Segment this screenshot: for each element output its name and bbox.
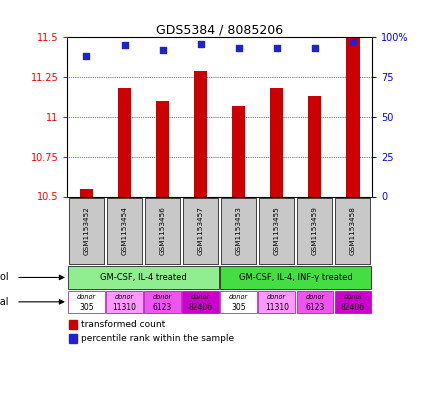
Text: donor: donor	[229, 294, 248, 300]
Bar	[345, 37, 359, 197]
Bar	[220, 266, 370, 289]
Text: GSM1153455: GSM1153455	[273, 206, 279, 255]
Text: GSM1153459: GSM1153459	[311, 206, 317, 255]
Point	[311, 45, 318, 51]
Bar	[259, 198, 294, 264]
Text: donor: donor	[77, 294, 96, 300]
Bar	[69, 334, 77, 343]
Point	[235, 45, 242, 51]
Bar	[258, 290, 294, 313]
Bar	[155, 101, 169, 196]
Bar	[69, 320, 77, 329]
Bar	[334, 290, 370, 313]
Text: GSM1153454: GSM1153454	[121, 206, 127, 255]
Bar	[335, 198, 370, 264]
Bar	[182, 290, 218, 313]
Bar	[118, 88, 131, 196]
Point	[121, 42, 128, 48]
Text: protocol: protocol	[0, 272, 8, 283]
Text: 82406: 82406	[340, 303, 364, 312]
Bar	[270, 88, 283, 196]
Point	[273, 45, 279, 51]
Bar	[307, 96, 321, 196]
Bar	[220, 290, 256, 313]
Text: donor: donor	[342, 294, 362, 300]
Point	[349, 39, 355, 45]
Text: GSM1153453: GSM1153453	[235, 206, 241, 255]
Bar	[183, 198, 218, 264]
Point	[83, 53, 90, 60]
Text: individual: individual	[0, 297, 8, 307]
Bar	[79, 189, 93, 196]
Text: GM-CSF, IL-4, INF-γ treated: GM-CSF, IL-4, INF-γ treated	[238, 273, 352, 282]
Bar	[194, 71, 207, 196]
Text: 6123: 6123	[153, 303, 172, 312]
Text: 6123: 6123	[305, 303, 324, 312]
Bar	[221, 198, 256, 264]
Text: GM-CSF, IL-4 treated: GM-CSF, IL-4 treated	[100, 273, 187, 282]
Text: donor: donor	[191, 294, 210, 300]
Point	[197, 40, 204, 47]
Text: GSM1153458: GSM1153458	[349, 206, 355, 255]
Text: GSM1153457: GSM1153457	[197, 206, 203, 255]
Title: GDS5384 / 8085206: GDS5384 / 8085206	[156, 23, 283, 36]
Text: donor: donor	[153, 294, 172, 300]
Bar	[107, 198, 141, 264]
Text: transformed count: transformed count	[81, 320, 165, 329]
Point	[159, 47, 166, 53]
Bar	[106, 290, 142, 313]
Bar	[297, 198, 332, 264]
Text: GSM1153456: GSM1153456	[159, 206, 165, 255]
Bar	[144, 290, 181, 313]
Text: 305: 305	[79, 303, 94, 312]
Bar	[296, 290, 332, 313]
Bar	[231, 106, 245, 196]
Text: GSM1153452: GSM1153452	[83, 206, 89, 255]
Text: 305: 305	[231, 303, 246, 312]
Text: donor: donor	[115, 294, 134, 300]
Text: donor: donor	[305, 294, 324, 300]
Bar	[69, 198, 104, 264]
Text: donor: donor	[266, 294, 286, 300]
Text: 11310: 11310	[264, 303, 288, 312]
Text: 11310: 11310	[112, 303, 136, 312]
Bar	[145, 198, 180, 264]
Bar	[68, 290, 105, 313]
Bar	[68, 266, 218, 289]
Text: 82406: 82406	[188, 303, 212, 312]
Text: percentile rank within the sample: percentile rank within the sample	[81, 334, 234, 343]
